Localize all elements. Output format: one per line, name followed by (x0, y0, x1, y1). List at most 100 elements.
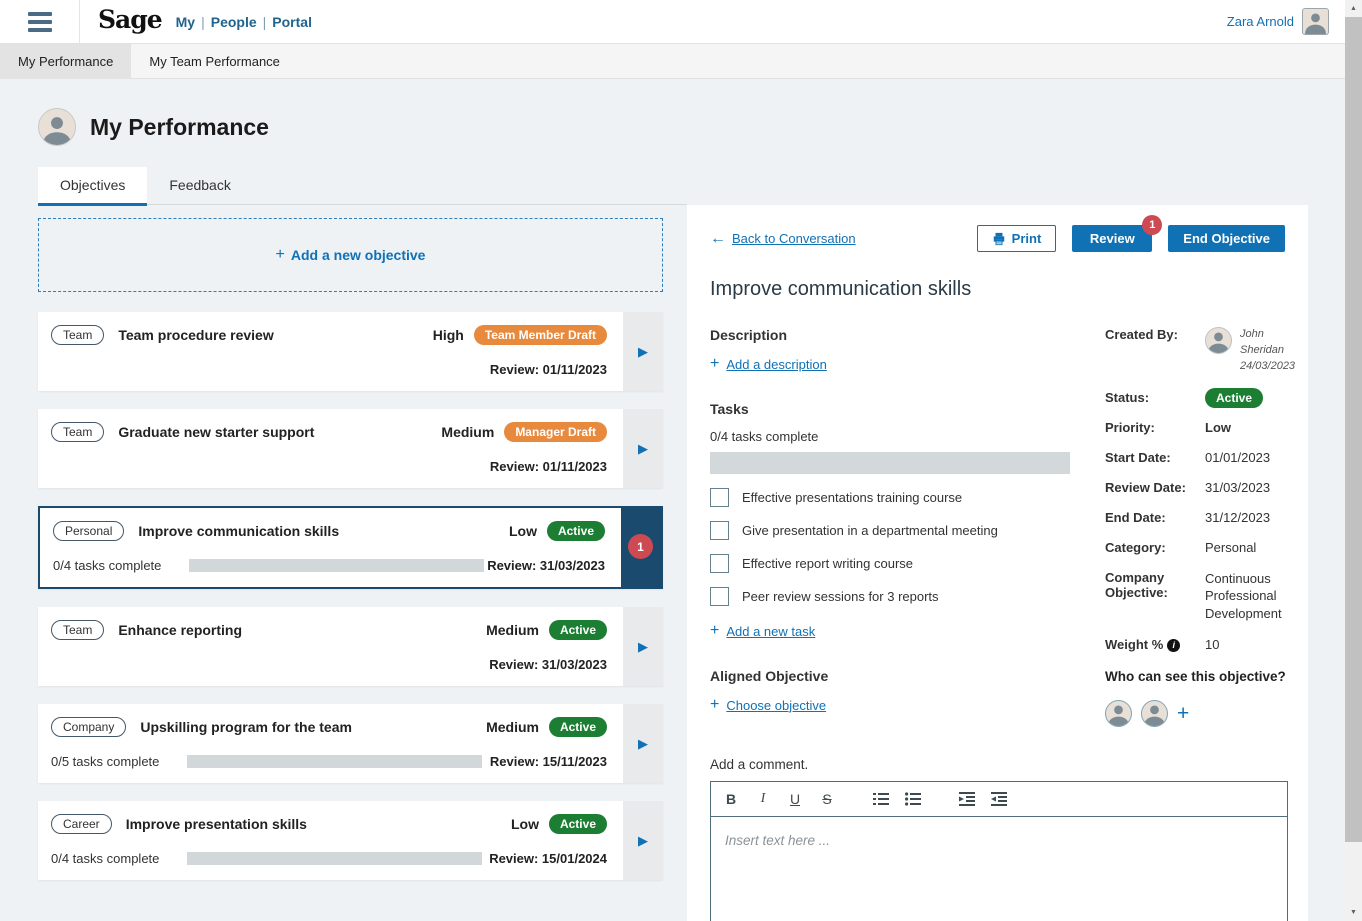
unordered-list-icon[interactable] (905, 792, 921, 807)
bold-button[interactable]: B (725, 791, 737, 808)
category-label: Category: (1105, 539, 1166, 555)
category-pill: Team (51, 422, 105, 442)
indent-icon[interactable] (991, 792, 1007, 807)
add-task-link[interactable]: + Add a new task (710, 622, 816, 639)
review-button[interactable]: Review (1072, 225, 1153, 252)
objective-title: Team procedure review (118, 327, 274, 343)
app-header: Sage My | People | Portal Zara Arnold (0, 0, 1345, 44)
status-badge: Active (548, 814, 607, 834)
category-pill: Personal (53, 521, 125, 541)
objective-card[interactable]: Team Graduate new starter support Medium… (38, 409, 663, 488)
hamburger-menu-button[interactable] (0, 0, 80, 44)
objective-title: Upskilling program for the team (140, 719, 352, 735)
review-date: Review: 31/03/2023 (487, 557, 605, 573)
expand-objective-button[interactable]: ▶ (623, 607, 663, 686)
review-date: Review: 15/11/2023 (489, 753, 607, 769)
priority-label: High (432, 327, 464, 343)
print-button[interactable]: Print (976, 225, 1057, 252)
tasks-progress-text: 0/4 tasks complete (710, 429, 819, 444)
expand-objective-button[interactable]: ▶ (623, 704, 663, 783)
chevron-right-icon: ▶ (638, 638, 648, 654)
review-date: Review: 01/11/2023 (489, 458, 607, 474)
choose-objective-link[interactable]: + Choose objective (710, 696, 827, 713)
info-icon[interactable]: i (1167, 638, 1181, 652)
objective-card[interactable]: Team Team procedure review High Team Mem… (38, 312, 663, 391)
top-tab-strip: My Performance My Team Performance (0, 44, 1345, 79)
priority-label: Low (510, 816, 539, 832)
nav-item-portal[interactable]: Portal (272, 13, 312, 30)
expand-objective-button[interactable]: ▶ (623, 801, 663, 880)
back-to-conversation-link[interactable]: ← Back to Conversation (710, 229, 856, 247)
print-icon (992, 232, 1006, 246)
category-pill: Team (51, 325, 105, 345)
tasks-progress-text: 0/4 tasks complete (51, 850, 160, 866)
add-description-link[interactable]: + Add a description (710, 355, 827, 372)
viewer-avatar[interactable] (1141, 700, 1168, 728)
user-name-link[interactable]: Zara Arnold (1226, 14, 1294, 29)
company-objective-value: Continuous Professional Development (1205, 570, 1282, 621)
objective-title: Improve presentation skills (125, 816, 307, 832)
task-label: Effective report writing course (742, 556, 913, 571)
tab-feedback[interactable]: Feedback (169, 177, 231, 193)
visibility-question: Who can see this objective? (1105, 669, 1286, 685)
underline-button[interactable]: U (789, 791, 801, 808)
add-objective-label: Add a new objective (290, 247, 426, 263)
profile-avatar (38, 108, 76, 146)
notification-badge: 1 (628, 534, 653, 559)
task-checkbox[interactable] (710, 488, 729, 507)
objective-title: Graduate new starter support (118, 424, 315, 440)
category-pill: Company (51, 717, 127, 737)
page-head: My Performance (38, 108, 269, 146)
italic-button[interactable]: I (760, 791, 766, 807)
expand-objective-button[interactable]: ▶ (623, 409, 663, 488)
start-date-label: Start Date: (1105, 449, 1171, 465)
objective-card-selected[interactable]: Personal Improve communication skills Lo… (38, 506, 663, 589)
tab-my-performance[interactable]: My Performance (0, 44, 132, 78)
viewer-avatar[interactable] (1105, 700, 1132, 728)
end-objective-button[interactable]: End Objective (1168, 225, 1285, 252)
expand-objective-button[interactable]: 1 (621, 508, 661, 587)
add-objective-button[interactable]: + Add a new objective (38, 218, 663, 292)
editor-toolbar: B I U S (711, 782, 1287, 818)
scroll-down-icon[interactable]: ▼ (1350, 909, 1357, 916)
priority-label: Medium (486, 622, 539, 638)
page-scrollbar[interactable]: ▲ ▼ (1345, 0, 1362, 921)
tasks-progress-bar (189, 558, 484, 572)
nav-item-my[interactable]: My (175, 13, 196, 30)
task-checkbox[interactable] (710, 587, 729, 606)
chevron-right-icon: ▶ (638, 343, 648, 359)
nav-separator: | (262, 13, 267, 30)
portal-nav: My | People | Portal (176, 14, 312, 30)
created-by-value: John Sheridan 24/03/2023 (1205, 327, 1295, 375)
status-badge: Active (548, 620, 607, 640)
detail-title: Improve communication skills (710, 278, 972, 300)
category-pill: Team (51, 620, 105, 640)
objective-card[interactable]: Team Enhance reporting Medium Active Rev… (38, 607, 663, 686)
outdent-icon[interactable] (959, 792, 975, 807)
tasks-progress-bar (710, 452, 1070, 474)
task-checkbox[interactable] (710, 554, 729, 573)
expand-objective-button[interactable]: ▶ (623, 312, 663, 391)
category-value: Personal (1205, 539, 1257, 555)
nav-item-people[interactable]: People (210, 13, 257, 30)
objective-card[interactable]: Career Improve presentation skills Low A… (38, 801, 663, 880)
creation-date: 24/03/2023 (1240, 359, 1296, 372)
tasks-progress-bar (187, 754, 482, 768)
priority-label: Priority: (1105, 419, 1155, 435)
tab-objectives[interactable]: Objectives (38, 167, 148, 206)
tab-my-team-performance[interactable]: My Team Performance (149, 53, 280, 69)
strikethrough-button[interactable]: S (822, 791, 832, 808)
page-title: My Performance (90, 113, 269, 140)
ordered-list-icon[interactable] (873, 792, 889, 806)
weight-value: 10 (1205, 637, 1220, 653)
status-label: Status: (1105, 389, 1150, 405)
add-viewer-button[interactable]: + (1177, 701, 1190, 725)
end-date-value: 31/12/2023 (1205, 509, 1271, 525)
review-date-label: Review Date: (1105, 479, 1186, 495)
objective-card[interactable]: Company Upskilling program for the team … (38, 704, 663, 783)
scroll-up-icon[interactable]: ▲ (1350, 5, 1357, 12)
task-checkbox[interactable] (710, 521, 729, 540)
user-avatar[interactable] (1302, 8, 1329, 35)
comment-input[interactable]: Insert text here ... (725, 833, 831, 849)
scrollbar-thumb[interactable] (1345, 17, 1362, 842)
